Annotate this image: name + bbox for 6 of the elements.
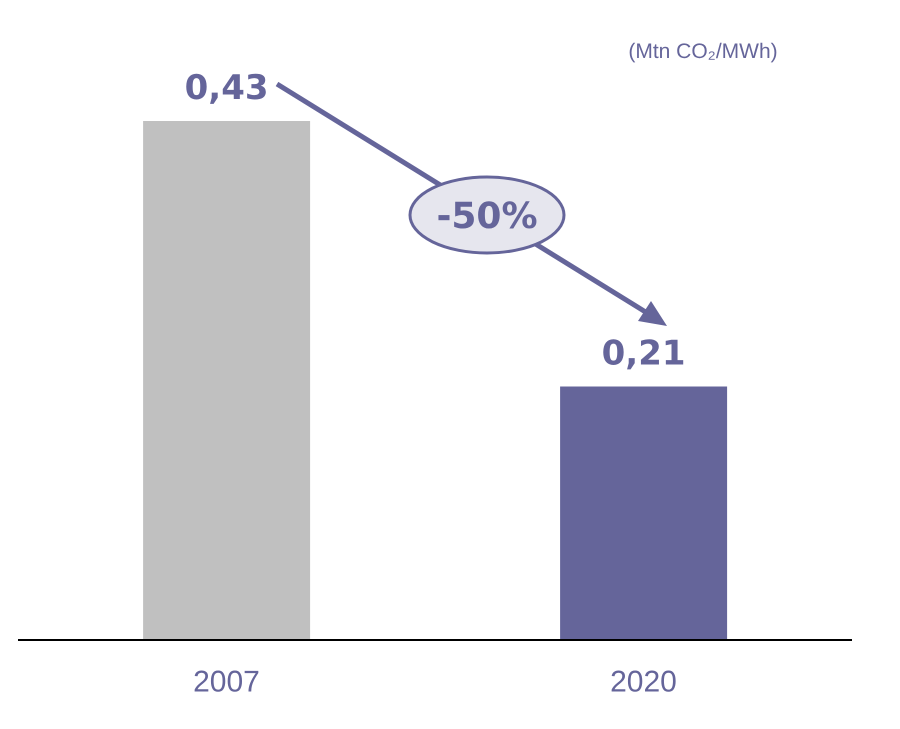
- annotation: -50%: [436, 196, 538, 237]
- data-label: 0,43: [184, 68, 269, 108]
- x-tick-label: 2020: [610, 665, 677, 698]
- y-axis-title: (Mtn CO₂/MWh): [628, 40, 778, 63]
- data-label: 0,21: [602, 334, 686, 374]
- x-tick-label: 2007: [193, 665, 260, 698]
